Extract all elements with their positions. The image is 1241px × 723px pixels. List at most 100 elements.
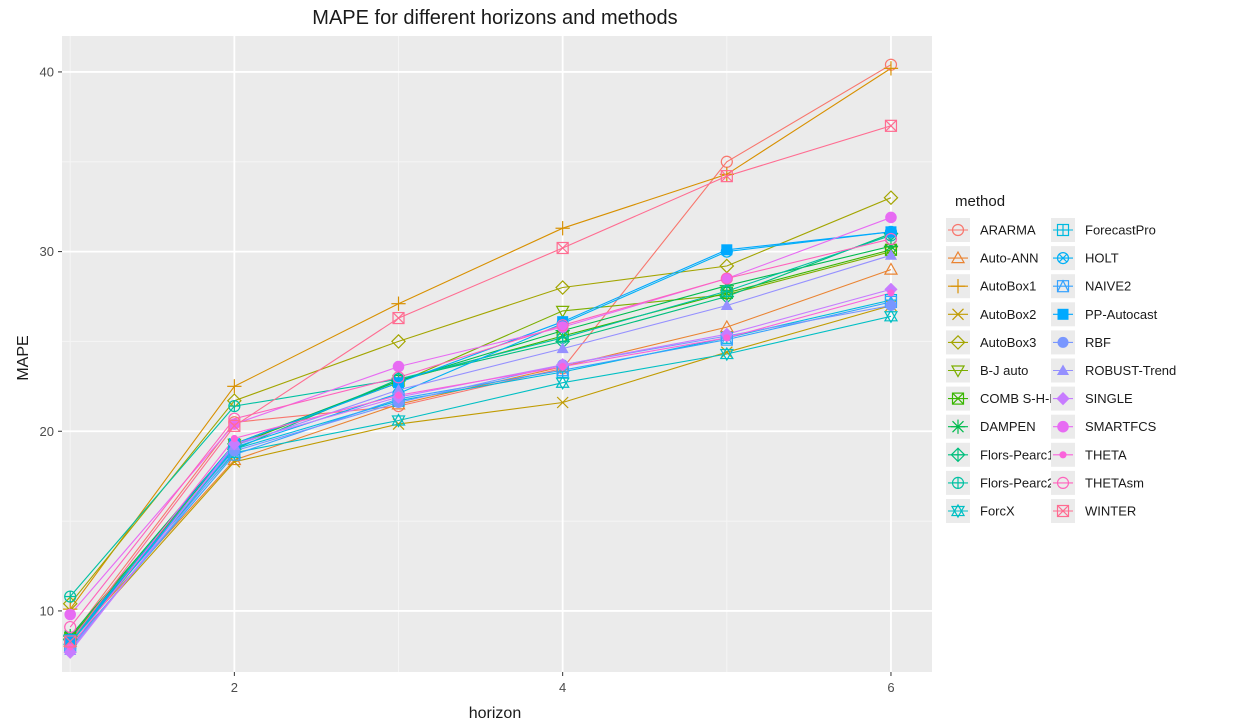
legend-key-marker: [1056, 476, 1070, 489]
series-line-autobox2: [69, 304, 892, 646]
legend-key-marker: [950, 250, 966, 264]
series-line-smartfcs: [69, 216, 892, 615]
legend-key-marker: [1056, 252, 1070, 265]
data-point-forcx: [883, 309, 899, 324]
legend-label: SMARTFCS: [1085, 419, 1157, 434]
legend-label: AutoBox1: [980, 279, 1036, 294]
legend-key-marker: [951, 476, 965, 489]
data-point-autobox1: [391, 296, 406, 311]
data-point-flors-pearc2: [720, 285, 733, 298]
series-line-rbf: [69, 304, 892, 649]
legend-key-marker: [1056, 364, 1070, 376]
series-line-autobox3: [69, 197, 892, 605]
data-point-auto-ann: [883, 262, 899, 275]
y-axis-title: MAPE: [15, 335, 32, 380]
legend-key-marker: [1057, 336, 1069, 348]
legend-item-naive2: NAIVE2: [1051, 274, 1131, 299]
data-point-forcx: [391, 413, 406, 428]
data-point-forcx: [555, 375, 570, 391]
legend-label: COMB S-H-D: [980, 391, 1059, 406]
data-point-smartfcs: [64, 608, 76, 621]
legend-label: AutoBox2: [980, 307, 1036, 322]
data-point-robust-trend: [884, 249, 898, 260]
series-line-ararma: [69, 64, 892, 639]
data-point-autobox3: [391, 333, 406, 349]
legend-label: PP-Autocast: [1085, 307, 1158, 322]
data-point-autobox2: [228, 455, 241, 468]
legend-key-marker: [950, 334, 966, 350]
series-line-auto-ann: [69, 269, 892, 642]
legend: method ARARMA Auto-ANN AutoBox1 AutoBox2 Aut…: [946, 193, 1176, 523]
legend-item-thetasm: THETAsm: [1051, 470, 1144, 495]
legend-label: AutoBox3: [980, 335, 1036, 350]
data-point-flors-pearc2: [64, 590, 77, 603]
data-point-pp-autocast: [885, 226, 897, 238]
legend-item-forcx: ForcX: [946, 499, 1015, 523]
legend-title: method: [955, 193, 1005, 210]
legend-item-dampen: DAMPEN: [946, 414, 1036, 439]
data-point-flors-pearc2: [556, 331, 569, 344]
legend-item-forecastpro: ForecastPro: [1051, 218, 1156, 242]
data-point-robust-trend: [556, 342, 569, 354]
data-point-smartfcs: [885, 211, 897, 224]
legend-label: Flors-Pearc1: [980, 447, 1054, 462]
data-point-theta: [230, 434, 238, 443]
data-point-autobox3: [883, 190, 899, 206]
legend-key-marker: [950, 503, 966, 519]
data-point-theta: [887, 289, 895, 297]
legend-label: DAMPEN: [980, 419, 1036, 434]
series-lines: [69, 64, 892, 653]
axes: 2 4 6 10 20 30 40: [40, 64, 895, 695]
legend-label: Auto-ANN: [980, 251, 1039, 266]
series-line-naive2: [69, 301, 892, 648]
legend-key-marker: [950, 365, 966, 378]
legend-label: SINGLE: [1085, 391, 1133, 406]
legend-item-flors-pearc2: Flors-Pearc2: [946, 470, 1054, 495]
series-line-robust-trend: [69, 254, 892, 651]
data-point-robust-trend: [392, 383, 405, 395]
data-point-rbf: [885, 299, 897, 311]
data-point-theta: [559, 363, 567, 371]
data-point-single: [884, 282, 898, 296]
data-point-autobox1: [883, 61, 899, 76]
data-point-theta: [394, 391, 403, 399]
data-point-autobox3: [555, 280, 571, 295]
legend-item-single: SINGLE: [1051, 386, 1133, 411]
legend-key-marker: [1057, 420, 1069, 433]
legend-item-b-j-auto: B-J auto: [946, 358, 1028, 383]
chart-title: MAPE for different horizons and methods: [312, 7, 677, 29]
series-line-autobox1: [69, 67, 892, 610]
legend-item-flors-pearc1: Flors-Pearc1: [946, 442, 1054, 467]
x-axis-title: horizon: [469, 705, 521, 722]
major-gridlines: [62, 36, 932, 672]
legend-item-autobox1: AutoBox1: [946, 274, 1036, 299]
data-point-winter: [228, 419, 241, 432]
data-point-thetasm: [884, 232, 898, 246]
legend-item-pp-autocast: PP-Autocast: [1051, 302, 1158, 327]
data-point-smartfcs: [721, 272, 733, 285]
data-point-single: [227, 437, 241, 451]
legend-key-marker: [1056, 392, 1070, 406]
series-line-forecastpro: [69, 299, 892, 644]
data-point-thetasm: [392, 371, 405, 384]
data-point-forcx: [719, 346, 734, 362]
series-line-pp-autocast: [69, 231, 892, 641]
legend-label: RBF: [1085, 335, 1111, 350]
legend-key-marker: [1059, 451, 1067, 459]
data-point-smartfcs: [392, 360, 405, 373]
data-point-thetasm: [556, 319, 569, 332]
data-point-autobox2: [556, 396, 569, 409]
legend-key-marker: [950, 447, 966, 463]
legend-item-rbf: RBF: [1051, 330, 1111, 355]
y-tick-label: 20: [40, 424, 54, 439]
data-point-winter: [392, 311, 405, 325]
data-point-single: [63, 645, 77, 659]
legend-key-marker: [1056, 279, 1070, 293]
legend-key-marker: [1057, 308, 1069, 320]
legend-item-robust-trend: ROBUST-Trend: [1051, 358, 1176, 383]
data-point-thetasm: [64, 620, 77, 634]
y-tick-label: 30: [40, 244, 54, 259]
legend-item-autobox3: AutoBox3: [946, 330, 1036, 355]
legend-key-marker: [950, 279, 966, 294]
legend-item-theta: THETA: [1051, 442, 1127, 467]
